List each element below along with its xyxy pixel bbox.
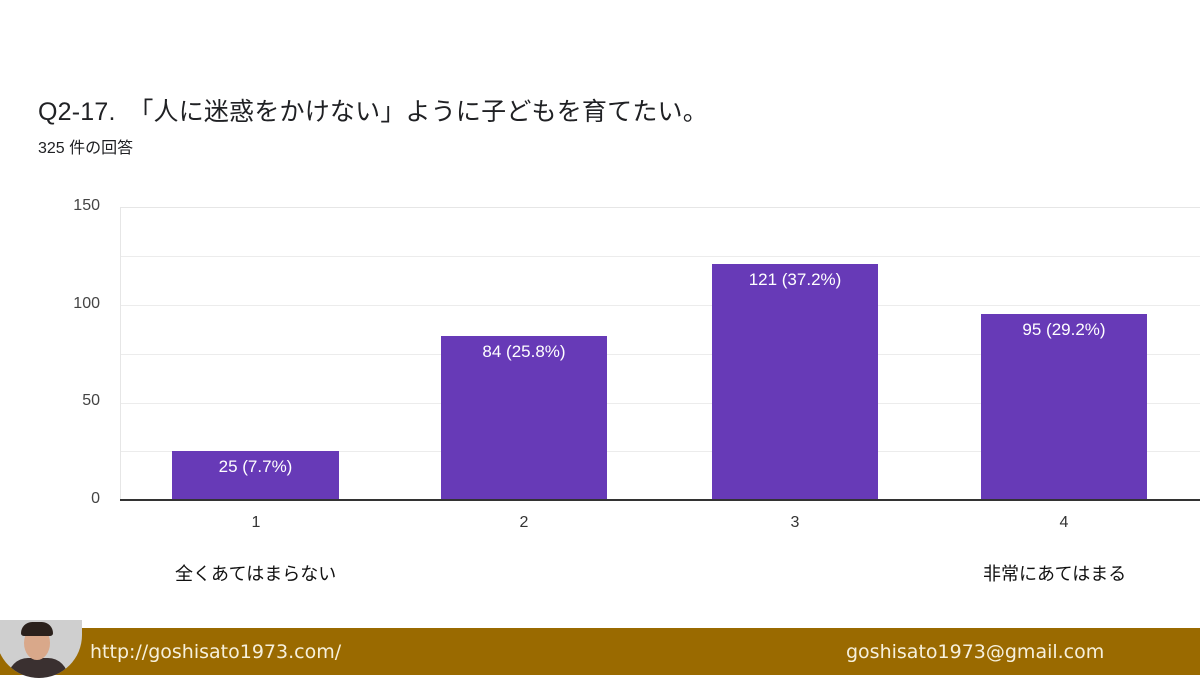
y-tick-100: 100 [73,295,100,312]
bar-2[interactable]: 84 (25.8%) [441,335,607,500]
x-tick-3: 3 [790,514,800,531]
bar-value-label: 95 (29.2%) [1022,320,1106,340]
bar-4[interactable]: 95 (29.2%) [981,314,1147,500]
x-tick-1: 1 [251,514,261,531]
contact-email[interactable]: goshisato1973@gmail.com [846,641,1105,663]
footer-bar [0,628,1200,675]
x-tick-4: 4 [1059,514,1069,531]
website-link[interactable]: http://goshisato1973.com/ [90,641,342,663]
bar-1[interactable]: 25 (7.7%) [172,451,339,500]
gridline [121,354,1200,355]
bar-value-label: 84 (25.8%) [482,341,566,361]
gridline [121,256,1200,257]
scale-anchor-high: 非常にあてはまる [983,564,1127,584]
x-axis-baseline [120,499,1200,501]
y-tick-150: 150 [73,197,100,214]
x-tick-2: 2 [519,514,529,531]
bar-3[interactable]: 121 (37.2%) [712,263,878,500]
gridline [121,403,1200,404]
response-count: 325 件の回答 [38,140,134,157]
scale-anchor-low: 全くあてはまらない [175,564,337,584]
bar-value-label: 25 (7.7%) [218,457,293,477]
y-tick-50: 50 [82,392,100,409]
y-tick-0: 0 [91,490,100,507]
question-title: Q2-17. 「人に迷惑をかけない」ように子どもを育てたい。 [38,98,708,126]
gridline [121,305,1200,306]
bar-value-label: 121 (37.2%) [748,269,842,289]
gridline [121,451,1200,452]
plot-area [120,207,1200,500]
